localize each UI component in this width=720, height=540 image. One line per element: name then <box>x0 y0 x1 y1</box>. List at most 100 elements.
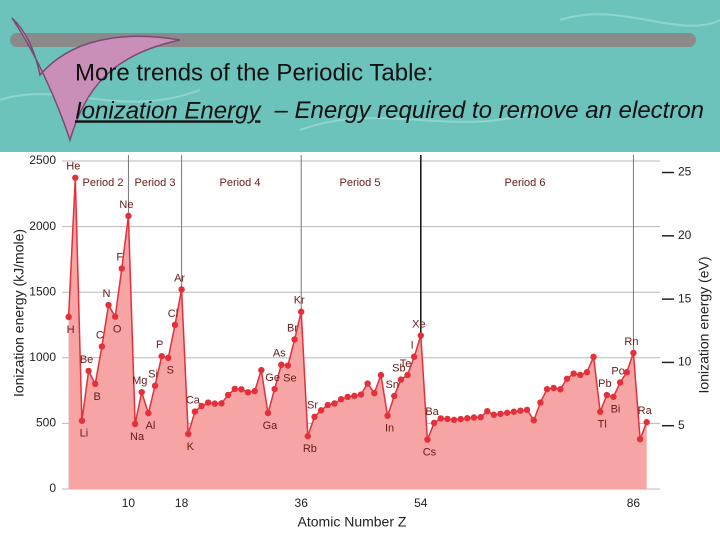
point-label: Po <box>611 365 624 377</box>
point-label: Sr <box>307 400 318 412</box>
point <box>503 409 511 416</box>
point <box>371 389 378 397</box>
point <box>98 343 106 350</box>
period-label: Period 5 <box>340 177 381 189</box>
decor-swirl <box>0 13 720 131</box>
point <box>570 370 577 377</box>
point-label: In <box>385 423 394 435</box>
point <box>125 212 132 220</box>
point <box>557 386 564 393</box>
y-tick-label: 1000 <box>29 350 56 364</box>
point <box>85 367 92 375</box>
point <box>278 361 285 368</box>
point-label: Bi <box>611 404 621 416</box>
point <box>271 385 278 393</box>
point <box>424 436 431 443</box>
point <box>92 380 99 388</box>
point <box>191 408 199 415</box>
point <box>577 371 584 379</box>
period-label: Period 6 <box>505 177 546 189</box>
definition: – Energy required to remove an electron <box>273 97 704 124</box>
y-tick-label: 2000 <box>29 219 56 233</box>
point <box>65 313 72 321</box>
point <box>404 371 411 379</box>
point <box>204 399 212 406</box>
point <box>484 407 491 415</box>
point-label: Rb <box>303 443 317 455</box>
point <box>298 308 305 315</box>
point <box>171 321 179 329</box>
point <box>118 265 126 272</box>
plot: 0 500 1000 1500 2000 2500 5 10 15 20 25 10 18 36 54 86 H… <box>29 153 691 510</box>
point-label: S <box>167 365 174 377</box>
point-label: B <box>94 391 101 403</box>
point <box>138 388 145 396</box>
period-label: Period 4 <box>220 177 261 189</box>
point <box>563 375 571 382</box>
definition-line: – Energy required to remove an electron <box>273 97 704 124</box>
point <box>537 399 544 406</box>
point-label: Br <box>287 322 298 334</box>
point <box>397 376 405 383</box>
point <box>317 407 325 414</box>
point-label: P <box>156 339 163 351</box>
point <box>616 379 624 386</box>
point <box>244 389 252 396</box>
point <box>417 332 424 339</box>
point <box>357 391 365 398</box>
point <box>497 410 504 418</box>
decor-boomerang <box>11 17 181 143</box>
point <box>291 336 298 343</box>
point <box>543 385 551 393</box>
point-label: N <box>103 288 111 300</box>
y-tick-label: 500 <box>36 416 56 430</box>
point <box>131 420 139 428</box>
point-label: Ar <box>174 272 185 284</box>
point-label: F <box>116 251 123 263</box>
point-label: Ca <box>186 394 201 406</box>
line <box>67 177 648 440</box>
point-label: Ra <box>638 405 653 417</box>
y-axis-title: Ionization energy (kJ/mole) <box>11 229 27 397</box>
point <box>165 354 172 361</box>
point <box>238 386 245 393</box>
term: Ionization Energy <box>75 97 262 124</box>
point <box>477 414 484 421</box>
point-label: Kr <box>294 295 305 307</box>
x-tick-label: 10 <box>122 496 136 510</box>
point <box>610 393 617 400</box>
point <box>630 349 637 357</box>
point-label: Sn <box>385 379 398 391</box>
point <box>437 415 444 422</box>
point <box>264 409 272 417</box>
point <box>391 392 398 400</box>
point <box>550 384 557 392</box>
decor-bar <box>10 33 696 47</box>
y2-tick-label: 5 <box>678 418 685 432</box>
point-label: K <box>187 441 195 453</box>
point-label: Be <box>80 354 93 366</box>
point <box>510 408 518 415</box>
point-label: Te <box>400 358 412 370</box>
y-tick-label: 2500 <box>29 153 56 167</box>
x-tick-label: 86 <box>627 496 641 510</box>
point <box>464 414 471 422</box>
slide-title: More trends of the Periodic Table: <box>75 59 433 86</box>
point <box>324 401 331 409</box>
y2-axis-title: Ionization energy (eV) <box>696 257 712 394</box>
point <box>224 391 232 399</box>
point-label: Sb <box>392 362 405 374</box>
point <box>470 414 478 421</box>
area <box>68 177 647 490</box>
point <box>636 435 644 443</box>
point <box>523 406 531 414</box>
point <box>284 362 292 369</box>
point <box>590 353 597 361</box>
point-label: Ne <box>119 199 133 211</box>
y2-tick-label: 25 <box>678 165 692 179</box>
point <box>344 393 351 401</box>
point <box>331 400 338 407</box>
point <box>304 432 312 440</box>
point <box>457 415 464 423</box>
